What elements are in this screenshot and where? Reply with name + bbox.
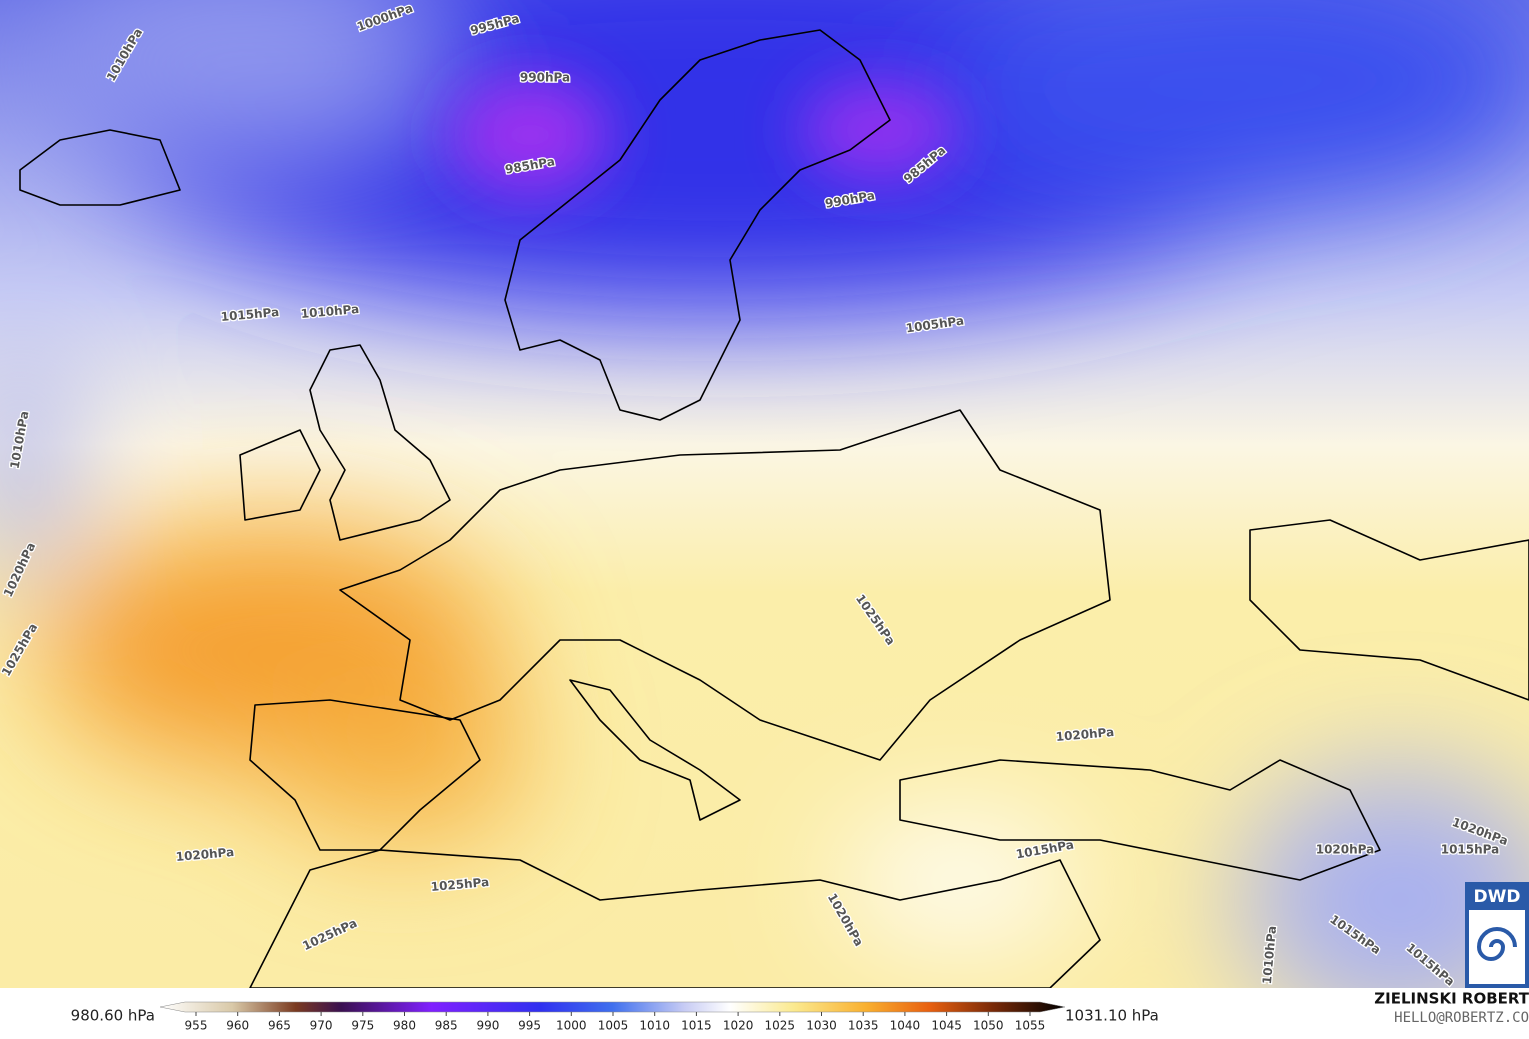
ireland <box>239 429 321 521</box>
colorbar-tick-label: 965 <box>268 1019 291 1033</box>
great-britain <box>309 344 451 541</box>
logo-swirl <box>1476 927 1517 961</box>
central-asia <box>1249 519 1529 701</box>
colorbar-tick-label: 1055 <box>1015 1019 1046 1033</box>
colorbar-tick-label: 990 <box>476 1019 499 1033</box>
colorbar-tick-label: 1000 <box>556 1019 587 1033</box>
continental-europe <box>339 409 1111 761</box>
colorbar-tick-label: 1010 <box>639 1019 670 1033</box>
colorbar-tick-label: 1020 <box>723 1019 754 1033</box>
isobar-label: 1025hPa <box>430 875 490 894</box>
colorbar-tick-label: 970 <box>310 1019 333 1033</box>
north-africa <box>249 849 1101 988</box>
footer: 980.60 hPa 1031.10 hPa ZIELINSKI ROBERT … <box>71 990 1529 1033</box>
colorbar-min-label: 980.60 hPa <box>71 1007 155 1025</box>
colorbar-tick-label: 1030 <box>806 1019 837 1033</box>
scandinavia <box>504 29 891 421</box>
isobar-label: 1020hPa <box>175 845 235 864</box>
iceland <box>19 129 181 206</box>
colorbar-tick-label: 1050 <box>973 1019 1004 1033</box>
isobar-label: 1020hPa <box>1055 725 1115 744</box>
email: HELLO@ROBERTZ.CO <box>1394 1010 1529 1026</box>
coastlines <box>19 29 1529 988</box>
iberia <box>249 699 481 851</box>
isobar-label: 1020hPa <box>1316 843 1375 857</box>
colorbar-tick-label: 995 <box>518 1019 541 1033</box>
isobar-label: 990hPa <box>520 71 570 85</box>
colorbar <box>159 1001 1066 1013</box>
colorbar-tick-label: 975 <box>351 1019 374 1033</box>
colorbar-tick-label: 985 <box>435 1019 458 1033</box>
colorbar-tick-label: 1025 <box>765 1019 796 1033</box>
colorbar-tick-label: 1045 <box>931 1019 962 1033</box>
isobar-label: 1010hPa <box>300 302 360 321</box>
isobar-label: 1015hPa <box>220 305 280 324</box>
author: ZIELINSKI ROBERT <box>1374 990 1529 1008</box>
colorbar-tick-label: 1005 <box>598 1019 629 1033</box>
colorbar-max-label: 1031.10 hPa <box>1065 1007 1159 1025</box>
low-centres <box>450 75 960 195</box>
colorbar-tick-label: 980 <box>393 1019 416 1033</box>
italy <box>569 679 741 821</box>
logo-text: DWD <box>1474 887 1521 907</box>
colorbar-tick-label: 960 <box>226 1019 249 1033</box>
isobar-label: 1010hPa <box>1260 925 1279 985</box>
isobar-label: 1015hPa <box>1441 843 1500 857</box>
colorbar-tick-label: 1035 <box>848 1019 879 1033</box>
anatolia <box>899 759 1381 881</box>
colorbar-tick-label: 1040 <box>890 1019 921 1033</box>
colorbar-tick-label: 1015 <box>681 1019 712 1033</box>
dwd-logo: DWD <box>1465 882 1529 988</box>
colorbar-tick-label: 955 <box>185 1019 208 1033</box>
